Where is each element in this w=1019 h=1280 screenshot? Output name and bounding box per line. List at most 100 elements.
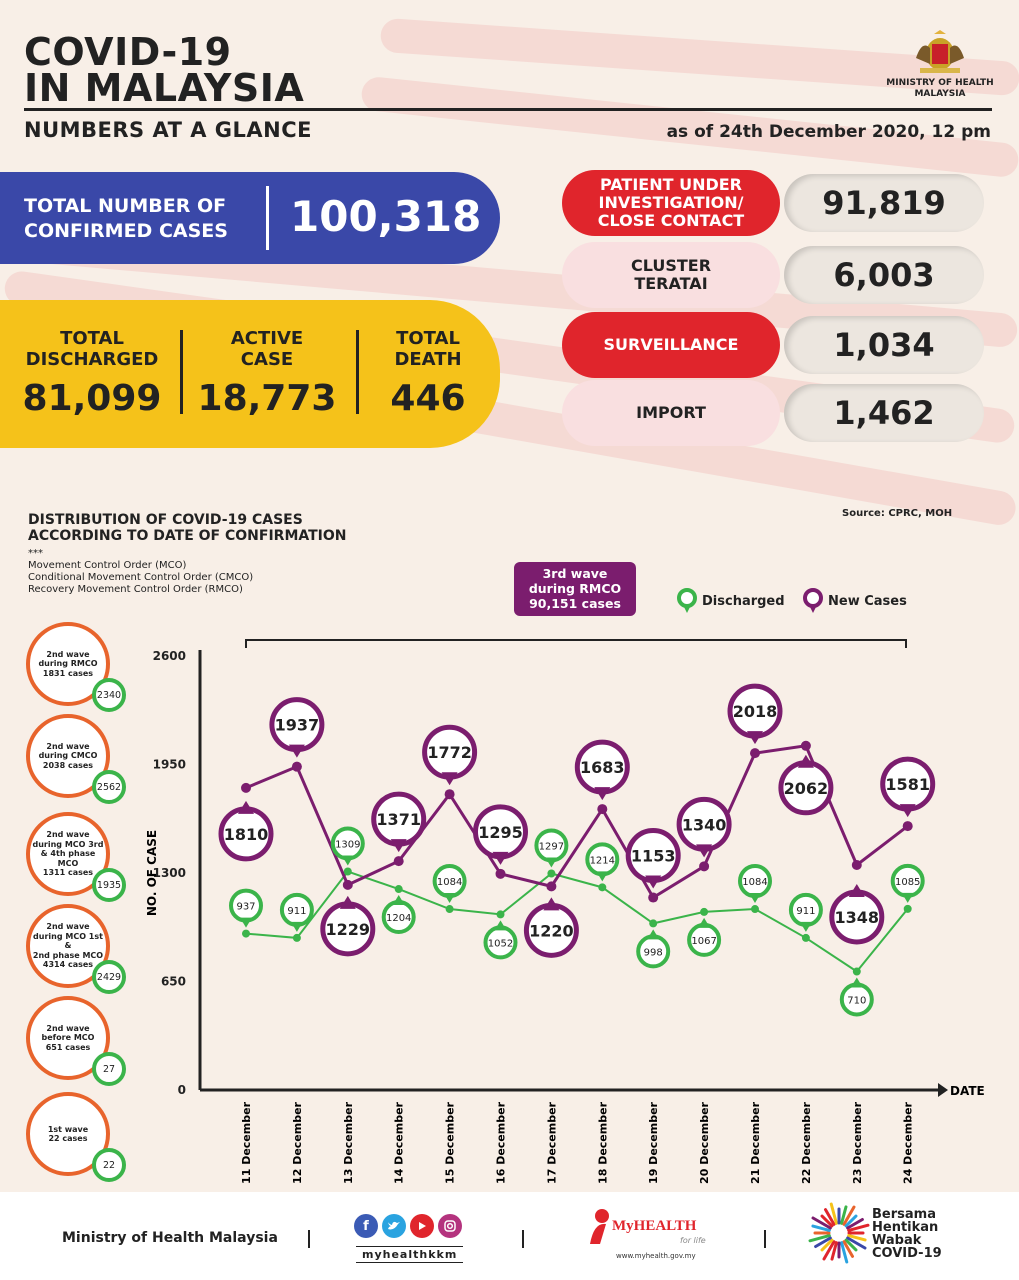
new-cases-pin-tail [339,895,356,909]
burst-ray [820,1214,834,1228]
new-cases-label: 1683 [580,758,625,777]
new-cases-pin-tail [441,772,458,786]
social-icons: f [354,1214,462,1238]
new-cases-label: 1937 [275,716,320,735]
death-stat: TOTAL DEATH 446 [372,328,484,419]
burst-ray [842,1240,854,1258]
new-cases-pin-tail [645,875,662,889]
discharged-pin-tail [749,893,761,904]
new-cases-pin-tail [696,844,713,858]
header-divider [24,108,992,111]
divider [180,330,183,414]
discharged-pin-tail [545,857,558,868]
divider [356,330,359,414]
discharged-pin-tail [341,855,354,866]
burst-ray [808,1234,831,1243]
discharged-pin-tail [596,871,609,882]
discharged-label: 1085 [895,877,920,888]
new-cases-label: 1153 [631,847,676,866]
page-title: COVID-19 IN MALAYSIA [24,30,305,110]
confirmed-label: TOTAL NUMBER OF CONFIRMED CASES [24,195,228,242]
new-cases-point [851,859,862,870]
burst-ray [847,1234,867,1242]
discharged-label: 998 [644,947,663,958]
new-cases-point [495,868,506,879]
source-value: 1,462 [784,384,984,442]
new-cases-line [245,744,909,900]
new-cases-pin-tail [543,897,560,911]
source-row-surveillance: SURVEILLANCE 1,034 [562,312,992,378]
chart-section-title: DISTRIBUTION OF COVID-19 CASES ACCORDING… [28,512,347,544]
new-cases-point [546,881,557,892]
x-axis-arrow [938,1083,948,1097]
burst-ray [847,1223,870,1232]
discharged-label: 710 [847,995,866,1006]
new-cases-pin-tail [747,731,763,745]
discharged-point [292,933,301,942]
new-cases-pin-tail [899,804,916,818]
as-of-date: as of 24th December 2020, 12 pm [666,122,991,142]
x-axis-label: DATE [950,1084,985,1098]
new-cases-point [393,856,404,867]
source-value: 6,003 [784,246,984,304]
burst-ray [842,1205,856,1226]
burst-ray [840,1205,848,1225]
x-tick-label: 12 December [291,1101,304,1184]
source-row-import: IMPORT 1,462 [562,380,992,446]
twitter-icon[interactable] [382,1214,406,1238]
burst-ray [820,1238,834,1252]
death-value: 446 [390,378,466,419]
discharged-pin-tail [901,892,914,903]
discharged-point [394,885,403,894]
wave-badge: 2340 [92,678,126,712]
discharged-label: 911 [796,906,815,917]
burst-ray [824,1208,836,1226]
burst-ray [844,1214,858,1228]
myhealth-mascot-icon [590,1209,609,1244]
instagram-icon[interactable] [438,1214,462,1238]
divider [764,1230,766,1248]
wave-circle: 2nd wave before MCO 651 cases [26,996,110,1080]
new-cases-label: 1220 [529,921,574,940]
discharged-pin-tail [698,917,711,928]
source-row-cluster: CLUSTER TERATAI 6,003 [562,242,992,308]
new-cases-point [597,804,608,815]
new-cases-pin-tail [594,787,611,801]
y-tick-label: 650 [161,975,186,989]
active-value: 18,773 [197,378,337,419]
new-cases-point [444,789,455,800]
discharged-pin-tail [392,895,405,906]
discharged-label: 937 [236,902,255,913]
burst-ray [840,1241,849,1264]
discharged-point [903,904,912,913]
discharged-label: 1084 [437,877,462,888]
new-cases-point [699,861,710,872]
new-cases-label: 2062 [784,779,829,798]
discharged-pin-tail [850,977,863,988]
discharged-point [801,933,810,942]
cases-line-chart: 0 650 1300 1950 2600 NO. OF CASE DATE 11 Decemb… [145,639,985,1184]
wave-badge: 2562 [92,770,126,804]
new-cases-label: 1340 [682,815,727,834]
divider [522,1230,524,1248]
new-cases-label: 1295 [478,823,523,842]
burst-ray [846,1236,867,1250]
burst-ray [846,1218,864,1230]
source-value: 91,819 [784,174,984,232]
facebook-icon[interactable]: f [354,1214,378,1238]
purple-pin-icon [803,588,823,613]
discharged-label: 1309 [335,839,360,850]
legend-discharged: Discharged [676,588,785,614]
y-axis-label: NO. OF CASE [145,830,159,916]
new-cases-point [648,892,659,903]
chart-source: Source: CPRC, MOH [842,508,953,519]
y-tick-label: 0 [178,1083,186,1097]
wave-badge: 27 [92,1052,126,1086]
new-cases-pin-tail [492,851,509,865]
youtube-icon[interactable] [410,1214,434,1238]
divider [308,1230,310,1248]
totals-panel [0,300,500,448]
active-stat: ACTIVE CASE 18,773 [192,328,342,419]
social-handle[interactable]: myhealthkkm [356,1246,464,1263]
discharged-point [751,905,759,914]
